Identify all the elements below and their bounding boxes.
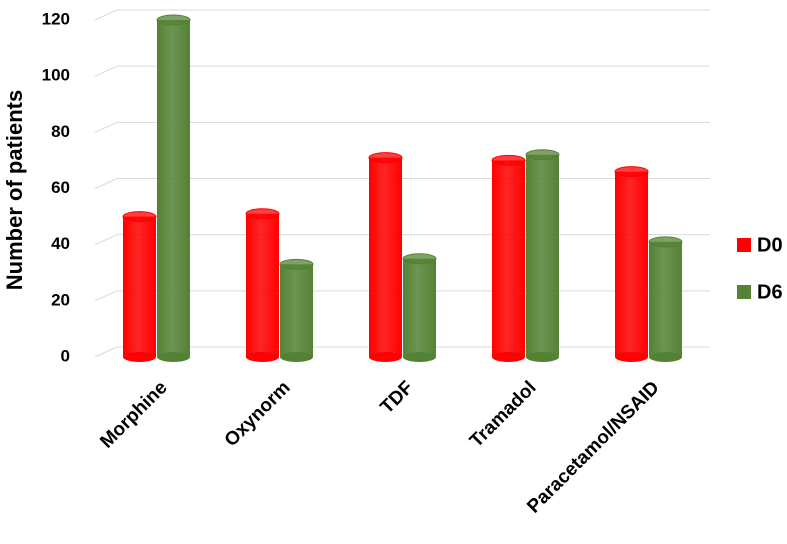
bar [368,152,403,362]
legend-swatch [737,285,751,299]
y-tick-label: 20 [51,290,70,309]
x-tick-label: TDF [377,377,418,418]
bar [402,253,437,362]
y-axis-title: Number of patients [2,90,27,290]
legend-label: D0 [757,234,783,256]
x-tick-label: Morphine [96,377,171,452]
bar [525,149,560,362]
y-tick-label: 120 [42,9,70,28]
grid-line [94,65,118,77]
grid-line [94,234,118,246]
grid-line [94,9,118,21]
bar [491,154,526,362]
bar [156,14,191,362]
grid-line [94,178,118,189]
bar [648,236,683,362]
bar [279,258,314,362]
grid-line [94,121,118,133]
legend-label: D6 [757,281,783,303]
bar [245,208,280,362]
y-tick-label: 40 [51,234,70,253]
bar [122,211,157,362]
y-tick-label: 100 [42,66,70,85]
legend-swatch [737,238,751,252]
y-tick-label: 60 [51,178,70,197]
grid-line [94,346,118,358]
grid-line [94,290,118,302]
y-tick-label: 80 [51,122,70,141]
x-tick-label: Oxynorm [221,377,295,451]
y-tick-label: 0 [61,346,70,365]
x-tick-label: Paracetamol/NSAID [523,377,663,517]
bar [614,166,649,362]
x-tick-label: Tramadol [466,377,541,452]
